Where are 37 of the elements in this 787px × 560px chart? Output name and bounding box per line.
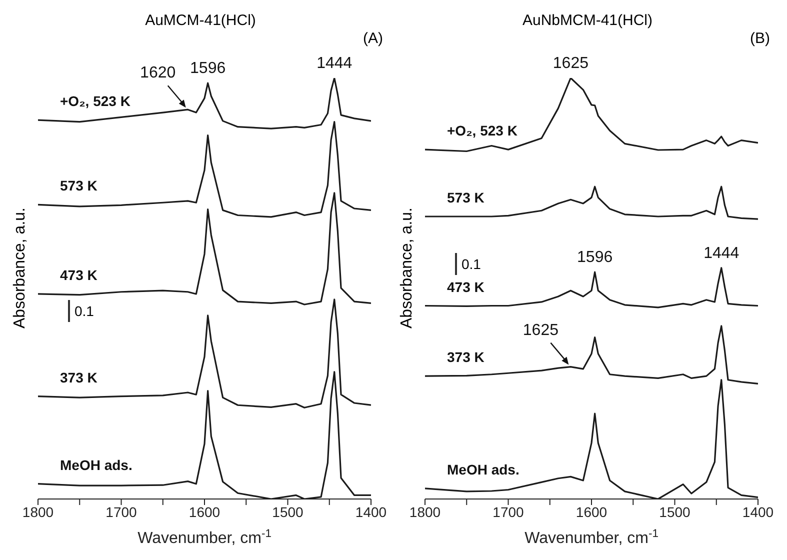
x-tick-label: 1700	[106, 504, 138, 520]
x-tick-label: 1500	[272, 504, 304, 520]
series-label: +O₂, 523 K	[447, 122, 518, 139]
x-tick-label: 1400	[355, 504, 387, 520]
series-label: 373 K	[60, 369, 98, 386]
x-tick-label: 1800	[409, 504, 441, 520]
x-axis-title: Wavenumber, cm$^{-1}$	[138, 528, 272, 547]
series-label: 373 K	[447, 349, 484, 366]
x-tick-label: 1600	[576, 504, 608, 520]
x-tick-label: 1700	[492, 504, 524, 520]
series-label: 473 K	[447, 278, 484, 295]
annotation: 1596	[190, 60, 226, 78]
series-label: 473 K	[60, 266, 98, 283]
series-label: +O₂, 523 K	[60, 93, 130, 110]
y-axis-title: Absorbance, a.u.	[11, 208, 29, 328]
series-label: 573 K	[60, 178, 98, 194]
x-axis-title: Wavenumber, cm$^{-1}$	[524, 528, 658, 547]
text: (A)	[363, 30, 383, 47]
series-label: 573 K	[447, 190, 484, 206]
x-tick-label: 1400	[742, 504, 774, 520]
text: (B)	[750, 30, 770, 47]
x-tick-label: 1600	[188, 504, 220, 520]
annotation: 0.1	[462, 256, 481, 272]
x-tick-label: 1500	[659, 504, 691, 520]
annotation: 0.1	[74, 303, 94, 319]
y-axis-title: Absorbance, a.u.	[398, 208, 416, 328]
series-label: MeOH ads.	[60, 456, 132, 473]
chart-title: AuNbMCM-41(HCl)	[521, 12, 654, 29]
annotation: 1625	[552, 55, 589, 72]
annotation: 1444	[704, 244, 740, 262]
annotation: 1444	[316, 55, 352, 72]
series-label: MeOH ads.	[447, 461, 520, 478]
chart-title: AuMCM-41(HCl)	[144, 12, 257, 29]
annotation: 1620	[140, 64, 176, 82]
annotation: 1596	[577, 249, 613, 266]
x-tick-label: 1800	[22, 504, 54, 520]
annotation: 1625	[522, 322, 559, 339]
